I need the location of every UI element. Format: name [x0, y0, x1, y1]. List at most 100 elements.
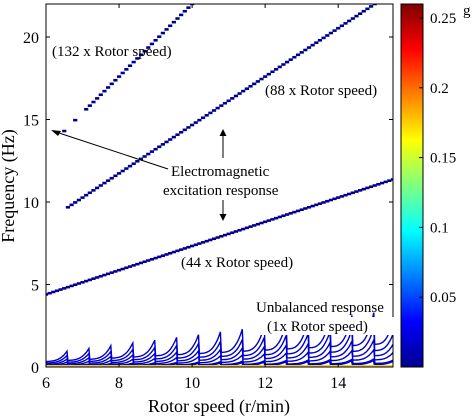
harmonic-segment: [102, 181, 107, 185]
harmonic-segment: [69, 284, 74, 288]
harmonic-segment: [87, 191, 92, 195]
harmonic-segment: [157, 35, 162, 38]
harmonic-segment: [120, 169, 125, 173]
harmonic-segment: [164, 140, 169, 144]
harmonic-segment: [241, 227, 246, 231]
harmonic-segment: [222, 101, 228, 105]
harmonic-segment: [266, 219, 271, 222]
harmonic-segment: [354, 190, 359, 193]
harmonic-segment: [164, 253, 169, 256]
harmonic-segment: [306, 46, 312, 49]
harmonic-segment: [113, 270, 118, 273]
harmonic-segment: [54, 289, 60, 293]
harmonic-segment: [204, 114, 209, 117]
harmonic-segment: [193, 243, 198, 247]
harmonic-segment: [372, 184, 377, 187]
harmonic-segment: [252, 224, 257, 227]
harmonic-segment: [193, 121, 198, 124]
label-44x: (44 x Rotor speed): [181, 255, 293, 271]
harmonic-segment: [310, 43, 315, 47]
harmonic-segment: [105, 272, 111, 276]
harmonic-segment: [127, 64, 133, 68]
harmonic-segment: [91, 277, 96, 280]
harmonic-segment: [113, 78, 118, 82]
harmonic-segment: [328, 198, 334, 202]
harmonic-segment: [208, 111, 213, 115]
harmonic-segment: [215, 106, 220, 110]
harmonic-segment: [263, 75, 268, 78]
harmonic-segment: [179, 130, 184, 134]
harmonic-segment: [105, 179, 111, 182]
series-88x: [65, 4, 377, 209]
harmonic-segment: [387, 179, 392, 182]
x-tick-label: 8: [115, 375, 123, 392]
harmonic-segment: [365, 7, 370, 11]
harmonic-segment: [157, 255, 162, 259]
harmonic-segment: [109, 82, 114, 86]
harmonic-segment: [266, 72, 271, 76]
harmonic-segment: [292, 210, 297, 214]
harmonic-segment: [98, 93, 103, 97]
harmonic-segment: [219, 104, 224, 107]
harmonic-segment: [365, 186, 370, 190]
harmonic-segment: [95, 276, 100, 279]
harmonic-segment: [116, 75, 122, 78]
harmonic-segment: [80, 196, 85, 199]
harmonic-segment: [372, 4, 377, 6]
x-tick-label: 12: [257, 375, 273, 392]
harmonic-segment: [259, 221, 264, 225]
harmonic-segment: [153, 39, 158, 42]
colorbar-tick-label: 0.15: [430, 151, 456, 167]
harmonic-segment: [310, 204, 315, 208]
em-arrow-up: [219, 129, 227, 158]
harmonic-segment: [124, 167, 129, 170]
harmonic-segment: [325, 34, 330, 37]
harmonic-segment: [80, 281, 85, 284]
em-label-line2: excitation response: [163, 183, 279, 199]
harmonic-segment: [168, 138, 173, 141]
plot-area: [46, 4, 393, 367]
harmonic-segment: [149, 150, 155, 153]
harmonic-segment: [149, 258, 155, 261]
harmonic-segment: [69, 203, 74, 207]
harmonic-segment: [76, 198, 81, 202]
harmonic-segment: [361, 187, 366, 191]
harmonic-segment: [358, 12, 363, 15]
harmonic-segment: [186, 126, 191, 129]
plot-frame: [45, 3, 394, 368]
harmonic-segment: [270, 70, 275, 74]
harmonic-segment: [284, 213, 290, 216]
harmonic-segment: [160, 143, 165, 146]
harmonic-segment: [263, 220, 268, 224]
harmonic-segment: [182, 128, 187, 132]
harmonic-segment: [314, 203, 319, 207]
harmonic-segment: [277, 65, 282, 69]
unbalanced-label-line2: (1x Rotor speed): [267, 319, 368, 335]
harmonic-segment: [299, 51, 304, 54]
y-tick-label: 10: [23, 195, 39, 212]
harmonic-segment: [116, 172, 122, 175]
harmonic-segment: [288, 212, 293, 215]
colorbar-tick-label: 0.25: [430, 11, 456, 27]
harmonic-segment: [84, 193, 89, 197]
harmonic-segment: [237, 228, 242, 232]
harmonic-segment: [135, 160, 140, 163]
harmonic-segment: [219, 235, 224, 238]
harmonic-segment: [325, 199, 330, 203]
harmonic-segment: [142, 260, 147, 264]
harmonic-segment: [281, 214, 286, 218]
harmonic-segment: [336, 196, 341, 199]
harmonic-segment: [47, 291, 52, 295]
harmonic-segment: [237, 92, 242, 95]
harmonic-segment: [138, 53, 144, 57]
harmonic-segment: [175, 249, 180, 253]
harmonic-segment: [347, 19, 352, 23]
harmonic-segment: [303, 48, 308, 52]
harmonic-segment: [179, 248, 184, 251]
harmonic-segment: [295, 209, 301, 213]
harmonic-segment: [87, 278, 92, 282]
harmonic-segment: [73, 201, 78, 204]
harmonic-segment: [211, 109, 217, 112]
harmonic-segment: [281, 63, 286, 66]
